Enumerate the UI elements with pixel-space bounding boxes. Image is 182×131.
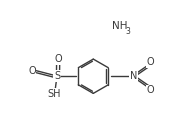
Text: N: N <box>130 71 137 81</box>
Text: S: S <box>54 71 60 81</box>
Text: O: O <box>28 66 36 76</box>
Text: O: O <box>54 54 62 64</box>
Text: SH: SH <box>47 89 61 99</box>
Text: 3: 3 <box>125 27 130 36</box>
Text: O: O <box>146 57 154 67</box>
Text: NH: NH <box>112 21 127 31</box>
Text: O: O <box>146 85 154 95</box>
